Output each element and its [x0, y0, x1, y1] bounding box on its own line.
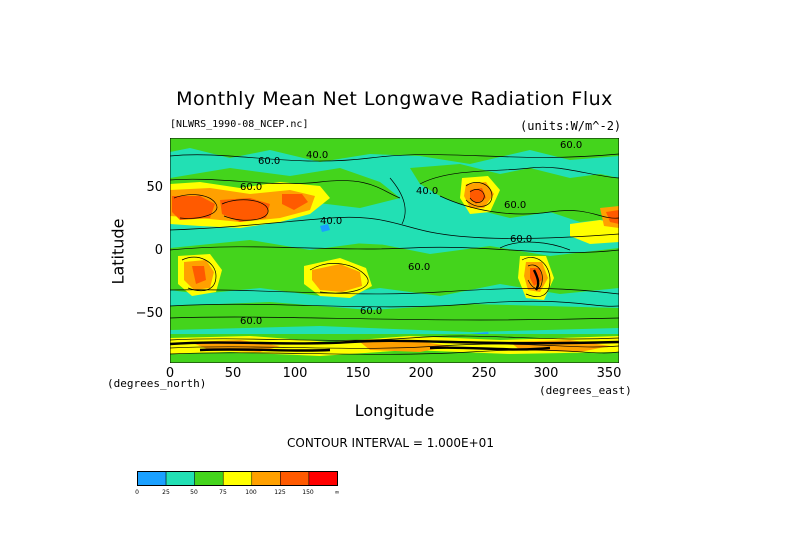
contour-label: 60.0: [408, 262, 430, 273]
region-blue-spot: [320, 224, 330, 232]
colorbar-tick: 100: [245, 489, 257, 496]
x-tick-label: 100: [282, 366, 308, 381]
colorbar-swatch: [280, 471, 310, 486]
contour-line: [173, 194, 218, 219]
x-tick-label: 350: [596, 366, 622, 381]
colorbar-swatch: [222, 471, 253, 486]
colorbar-tick: 125: [274, 489, 286, 496]
contour-lines: [170, 153, 619, 355]
x-axis-label: Longitude: [354, 401, 435, 420]
contour-line: [309, 263, 369, 294]
colorbar-swatch: [308, 471, 338, 486]
contour-line: [170, 300, 619, 308]
contour-line: [499, 241, 571, 251]
region-arctic-green: [170, 138, 619, 164]
contour-line: [439, 195, 619, 219]
contour-line: [469, 189, 485, 203]
contour-label: 60.0: [504, 200, 526, 211]
colorbar-swatch: [251, 471, 281, 486]
colorbar-tick: 25: [162, 489, 170, 496]
contour-line: [170, 349, 619, 355]
colorbar-frame: [137, 471, 338, 486]
region-tibet-redorange: [282, 194, 308, 210]
y-axis-unit: (degrees_north): [107, 377, 207, 390]
contour-line: [527, 264, 543, 290]
contour-label: 40.0: [416, 186, 438, 197]
colorbar-tick: 50: [190, 489, 198, 496]
region-sahara-redorange: [172, 196, 215, 220]
region-antarctic-orange: [360, 340, 450, 352]
contour-label: 40.0: [320, 216, 342, 227]
x-tick-label: 50: [224, 366, 242, 381]
colorbar-swatch: [194, 471, 224, 486]
colorbar-tick: 150: [302, 489, 314, 496]
x-axis-unit: (degrees_east): [539, 384, 632, 397]
radiation-flux-map: 60.0 40.0 40.0 60.0 60.0 40.0 60.0 60.0 …: [170, 138, 619, 363]
contour-line: [170, 335, 619, 341]
dense-contour-band: [429, 346, 551, 351]
y-tick-label: 50: [146, 180, 163, 195]
contour-label: 60.0: [510, 234, 532, 245]
x-tick-label: 250: [471, 366, 497, 381]
contour-line: [170, 153, 619, 162]
region-arabia-redorange: [220, 198, 270, 222]
contour-line: [170, 178, 401, 199]
colorbar-tick: ∞: [334, 489, 340, 496]
dense-contour-band: [199, 348, 331, 352]
y-tick-label: −50: [135, 306, 163, 321]
region-eqpacific-aqua: [230, 212, 470, 246]
colorbar-tick: 0: [135, 489, 139, 496]
contour-label: 60.0: [360, 306, 382, 317]
region-tropical-green: [170, 240, 619, 296]
contour-line: [170, 288, 619, 295]
x-tick-label: 300: [533, 366, 559, 381]
contour-label: 60.0: [560, 140, 582, 151]
x-tick-label: 200: [408, 366, 434, 381]
region-namerica-redorange: [470, 188, 486, 204]
units-label: (units:W/m^-2): [520, 119, 622, 133]
file-label: [NLWRS_1990-08_NCEP.nc]: [170, 119, 309, 130]
dense-contour-band: [170, 339, 619, 346]
y-tick-label: 0: [154, 243, 163, 258]
colorbar-swatch: [165, 471, 195, 486]
contour-line: [521, 257, 551, 297]
region-australia-orange: [312, 264, 362, 292]
contour-line: [170, 246, 619, 253]
contour-line: [221, 199, 269, 221]
colorbar-swatch: [137, 471, 167, 486]
contour-label: 60.0: [240, 316, 262, 327]
dense-contour-band: [532, 269, 540, 291]
contour-line: [389, 177, 406, 225]
x-tick-label: 0: [165, 366, 175, 381]
colorbar: [137, 471, 338, 486]
contour-line: [465, 182, 493, 207]
contour-label: 40.0: [306, 150, 328, 161]
region-eastatlantic-redorange: [606, 210, 619, 224]
dense-contour-bands: [170, 269, 619, 352]
contour-line: [170, 316, 619, 321]
x-tick-label: 150: [345, 366, 371, 381]
contour-line: [170, 343, 619, 349]
contour-line: [181, 256, 217, 291]
region-south-green: [170, 302, 619, 332]
contour-label: 60.0: [258, 156, 280, 167]
contour-label: 60.0: [240, 182, 262, 193]
contour-line: [419, 166, 619, 185]
chart-title: Monthly Mean Net Longwave Radiation Flux: [176, 88, 613, 110]
contour-line: [170, 216, 619, 239]
contour-interval-text: CONTOUR INTERVAL = 1.000E+01: [287, 436, 494, 450]
region-safrica-redorange: [192, 266, 206, 284]
colorbar-tick: 75: [219, 489, 227, 496]
